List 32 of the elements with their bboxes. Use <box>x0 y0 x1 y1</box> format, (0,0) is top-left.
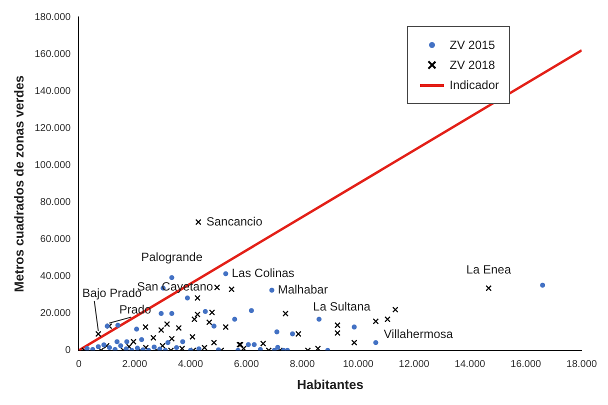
annotation: Las Colinas <box>232 266 294 280</box>
x-tick-label: 2.000 <box>122 359 148 370</box>
x-tick-label: 12.000 <box>398 359 430 370</box>
y-tick-label: 100.000 <box>34 160 72 171</box>
x-tick-label: 0 <box>76 359 82 370</box>
legend-label: ZV 2015 <box>450 37 495 54</box>
x-tick-label: 6.000 <box>234 359 260 370</box>
legend-label: Indicador <box>450 77 499 94</box>
x-tick-label: 4.000 <box>178 359 204 370</box>
x-axis-title: Habitantes <box>296 376 364 392</box>
legend-label: ZV 2018 <box>450 57 495 74</box>
y-tick-label: 0 <box>65 345 72 356</box>
x-tick-label: 10.000 <box>342 359 374 370</box>
y-tick-label: 160.000 <box>34 48 72 60</box>
annotation: Malhabar <box>278 282 328 297</box>
annotation: Sancancio <box>206 214 263 228</box>
annotation: Villahermosa <box>384 326 454 341</box>
y-tick-label: 180.000 <box>34 12 72 23</box>
annotation: La Sultana <box>313 300 371 314</box>
y-tick-label: 40.000 <box>40 271 72 282</box>
y-axis-title: Metros cuadrados de zonas verdes <box>11 75 26 292</box>
y-tick-label: 60.000 <box>40 234 72 246</box>
annotation: Palogrande <box>141 250 203 264</box>
y-tick-label: 80.000 <box>40 196 72 208</box>
annotation: La Enea <box>466 262 512 276</box>
y-tick-label: 20.000 <box>40 308 72 320</box>
y-tick-label: 140.000 <box>34 86 72 97</box>
x-tick-label: 8.000 <box>290 359 316 370</box>
x-tick-label: 18.000 <box>566 359 598 370</box>
y-tick-label: 120.000 <box>34 122 72 134</box>
x-tick-label: 16.000 <box>510 359 542 370</box>
x-tick-label: 14.000 <box>454 359 486 370</box>
